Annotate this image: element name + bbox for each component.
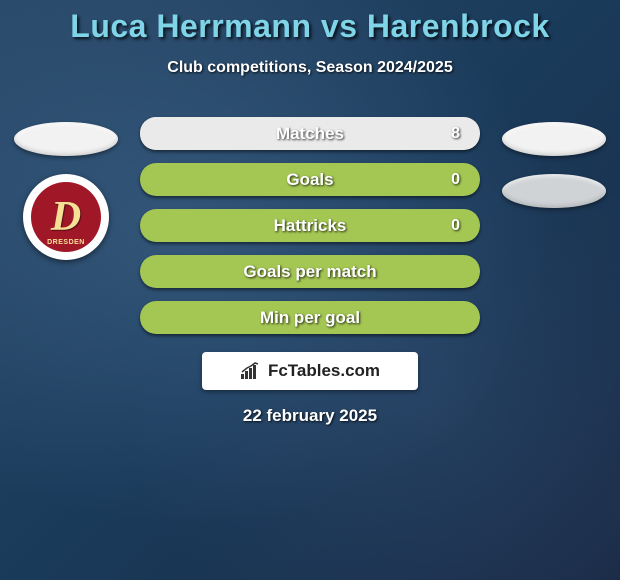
- stat-bar: Goals per match: [140, 255, 480, 288]
- club-badge-ribbon: DRESDEN: [47, 239, 85, 246]
- brand-logo: FcTables.com: [202, 352, 418, 390]
- player-photo-placeholder: [502, 122, 606, 156]
- stat-bar-value-right: 0: [451, 163, 460, 196]
- stat-bar-label: Goals per match: [140, 255, 480, 288]
- stat-bar-value-right: 0: [451, 209, 460, 242]
- club-badge-letter: D: [51, 193, 81, 241]
- right-player-column: [500, 117, 608, 208]
- club-badge-inner: D DRESDEN: [31, 182, 101, 252]
- stat-bar: Hattricks0: [140, 209, 480, 242]
- comparison-panel: D DRESDEN Matches8Goals0Hattricks0Goals …: [0, 117, 620, 334]
- stat-bar-label: Matches: [140, 117, 480, 150]
- page-title: Luca Herrmann vs Harenbrock: [0, 8, 620, 45]
- stat-bar-label: Min per goal: [140, 301, 480, 334]
- club-badge-placeholder: [502, 174, 606, 208]
- footer: FcTables.com 22 february 2025: [0, 352, 620, 426]
- stat-bar: Goals0: [140, 163, 480, 196]
- stat-bar: Matches8: [140, 117, 480, 150]
- left-player-column: D DRESDEN: [12, 117, 120, 260]
- content: Luca Herrmann vs Harenbrock Club competi…: [0, 0, 620, 426]
- stat-bars: Matches8Goals0Hattricks0Goals per matchM…: [140, 117, 480, 334]
- brand-text: FcTables.com: [268, 361, 380, 381]
- chart-icon: [240, 362, 262, 380]
- page-subtitle: Club competitions, Season 2024/2025: [0, 59, 620, 77]
- stat-bar-label: Hattricks: [140, 209, 480, 242]
- club-badge: D DRESDEN: [23, 174, 109, 260]
- stat-bar: Min per goal: [140, 301, 480, 334]
- player-photo-placeholder: [14, 122, 118, 156]
- stat-bar-value-right: 8: [451, 117, 460, 150]
- stat-bar-label: Goals: [140, 163, 480, 196]
- date-label: 22 february 2025: [243, 406, 377, 426]
